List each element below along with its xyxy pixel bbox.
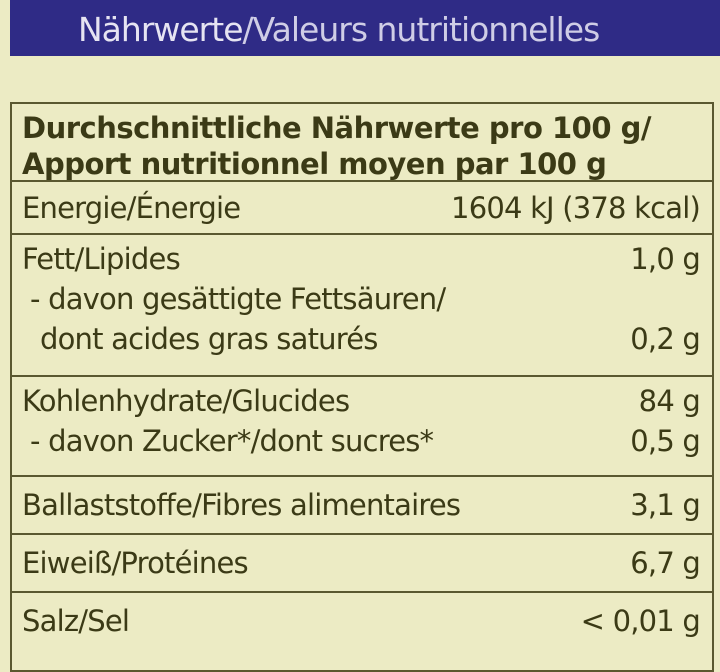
table-row-fibre: Ballaststoffe/Fibres alimentaires 3,1 g bbox=[12, 477, 712, 535]
table-header: Durchschnittliche Nährwerte pro 100 g/ A… bbox=[12, 104, 712, 182]
row-label: - davon gesättigte Fettsäuren/ bbox=[30, 282, 446, 316]
row-label: Ballaststoffe/Fibres alimentaires bbox=[22, 488, 461, 522]
row-value: 3,1 g bbox=[630, 488, 701, 522]
row-value: 0,5 g bbox=[630, 424, 701, 458]
title-separator: / bbox=[242, 10, 254, 49]
row-label: dont acides gras saturés bbox=[40, 322, 378, 356]
title-de: Nährwerte bbox=[78, 10, 243, 49]
row-label: Fett/Lipides bbox=[22, 242, 181, 276]
row-label: Salz/Sel bbox=[22, 604, 130, 638]
row-value: 84 g bbox=[638, 384, 701, 418]
row-value: 0,2 g bbox=[630, 322, 701, 356]
title-band: Nährwerte/Valeurs nutritionnelles bbox=[10, 0, 720, 56]
row-label: Energie/Énergie bbox=[22, 191, 241, 225]
row-value: 6,7 g bbox=[630, 546, 701, 580]
row-value: 1,0 g bbox=[630, 242, 701, 276]
table-row-protein: Eiweiß/Protéines 6,7 g bbox=[12, 535, 712, 593]
row-label: Eiweiß/Protéines bbox=[22, 546, 249, 580]
row-value: < 0,01 g bbox=[580, 604, 701, 638]
nutrition-table: Durchschnittliche Nährwerte pro 100 g/ A… bbox=[10, 102, 714, 672]
header-de: Durchschnittliche Nährwerte pro 100 g/ bbox=[22, 111, 651, 145]
header-fr: Apport nutritionnel moyen par 100 g bbox=[22, 147, 607, 181]
table-row-carbs: Kohlenhydrate/Glucides 84 g - davon Zucke… bbox=[12, 377, 712, 477]
row-label: - davon Zucker*/dont sucres* bbox=[30, 424, 434, 458]
table-row-energy: Energie/Énergie 1604 kJ (378 kcal) bbox=[12, 182, 712, 235]
row-label: Kohlenhydrate/Glucides bbox=[22, 384, 350, 418]
table-row-fat: Fett/Lipides 1,0 g - davon gesättigte Fet… bbox=[12, 235, 712, 377]
table-row-salt: Salz/Sel < 0,01 g bbox=[12, 593, 712, 641]
row-value: 1604 kJ (378 kcal) bbox=[451, 191, 701, 225]
title-fr: Valeurs nutritionnelles bbox=[252, 10, 601, 49]
